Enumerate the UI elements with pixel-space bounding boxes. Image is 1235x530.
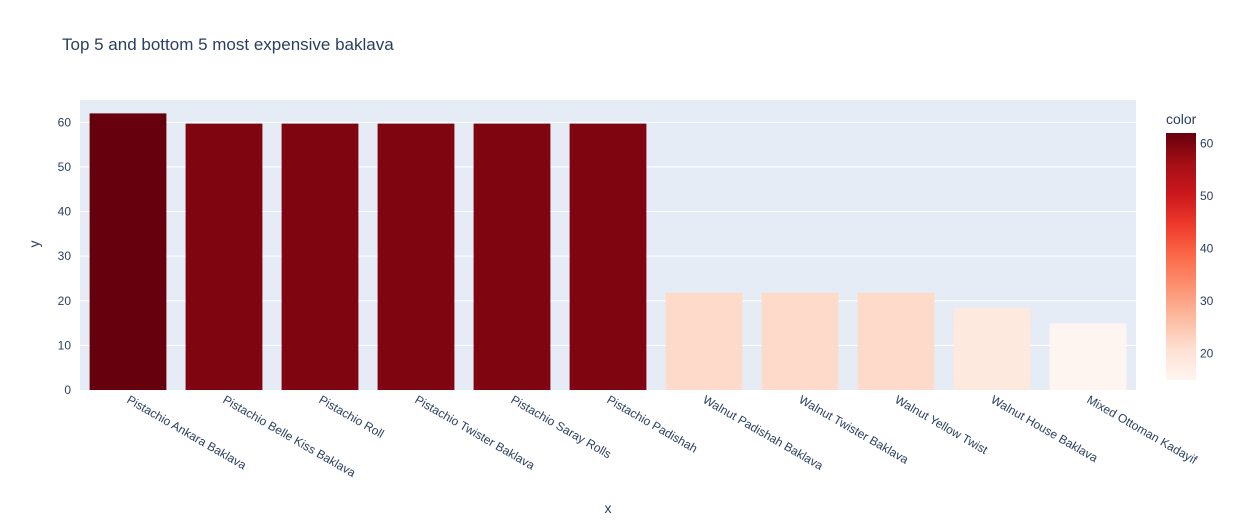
bar[interactable] [473, 123, 551, 391]
chart-title: Top 5 and bottom 5 most expensive baklav… [62, 35, 394, 54]
bar[interactable] [857, 292, 935, 390]
y-tick-label: 30 [58, 249, 72, 263]
x-axis-label: x [605, 500, 612, 516]
y-tick-label: 20 [58, 294, 72, 308]
bars [89, 113, 1127, 391]
bar[interactable] [89, 113, 167, 390]
colorbar-title: color [1166, 111, 1197, 127]
y-tick-label: 40 [58, 205, 72, 219]
bar[interactable] [953, 307, 1031, 390]
bar[interactable] [569, 123, 647, 391]
x-tick-label: Pistachio Roll [317, 392, 387, 440]
colorbar-tick-label: 50 [1200, 189, 1214, 203]
y-axis-label: y [26, 241, 42, 248]
colorbar-ticks: 20 30 40 50 60 [1200, 136, 1214, 360]
x-tick-label: Mixed Ottoman Kadayif [1085, 392, 1201, 467]
bar[interactable] [761, 292, 839, 390]
y-tick-label: 0 [64, 383, 71, 397]
x-tick-label: Pistachio Saray Rolls [509, 392, 614, 461]
x-tick-label: Walnut House Baklava [989, 392, 1101, 465]
colorbar-tick-label: 60 [1200, 136, 1214, 150]
x-tick-label: Walnut Yellow Twist [893, 392, 991, 457]
bar[interactable] [377, 123, 455, 391]
colorbar-tick-label: 40 [1200, 241, 1214, 255]
colorbar [1166, 133, 1196, 380]
colorbar-tick-label: 30 [1200, 294, 1214, 308]
colorbar-tick-label: 20 [1200, 346, 1214, 360]
bar[interactable] [1049, 323, 1127, 390]
bar[interactable] [185, 123, 263, 391]
y-axis-ticks: 0 10 20 30 40 50 60 [58, 115, 72, 397]
bar[interactable] [281, 123, 359, 391]
x-tick-label: Pistachio Padishah [605, 392, 700, 455]
y-tick-label: 50 [58, 160, 72, 174]
y-tick-label: 10 [58, 338, 72, 352]
bar[interactable] [665, 292, 743, 390]
y-tick-label: 60 [58, 115, 72, 129]
